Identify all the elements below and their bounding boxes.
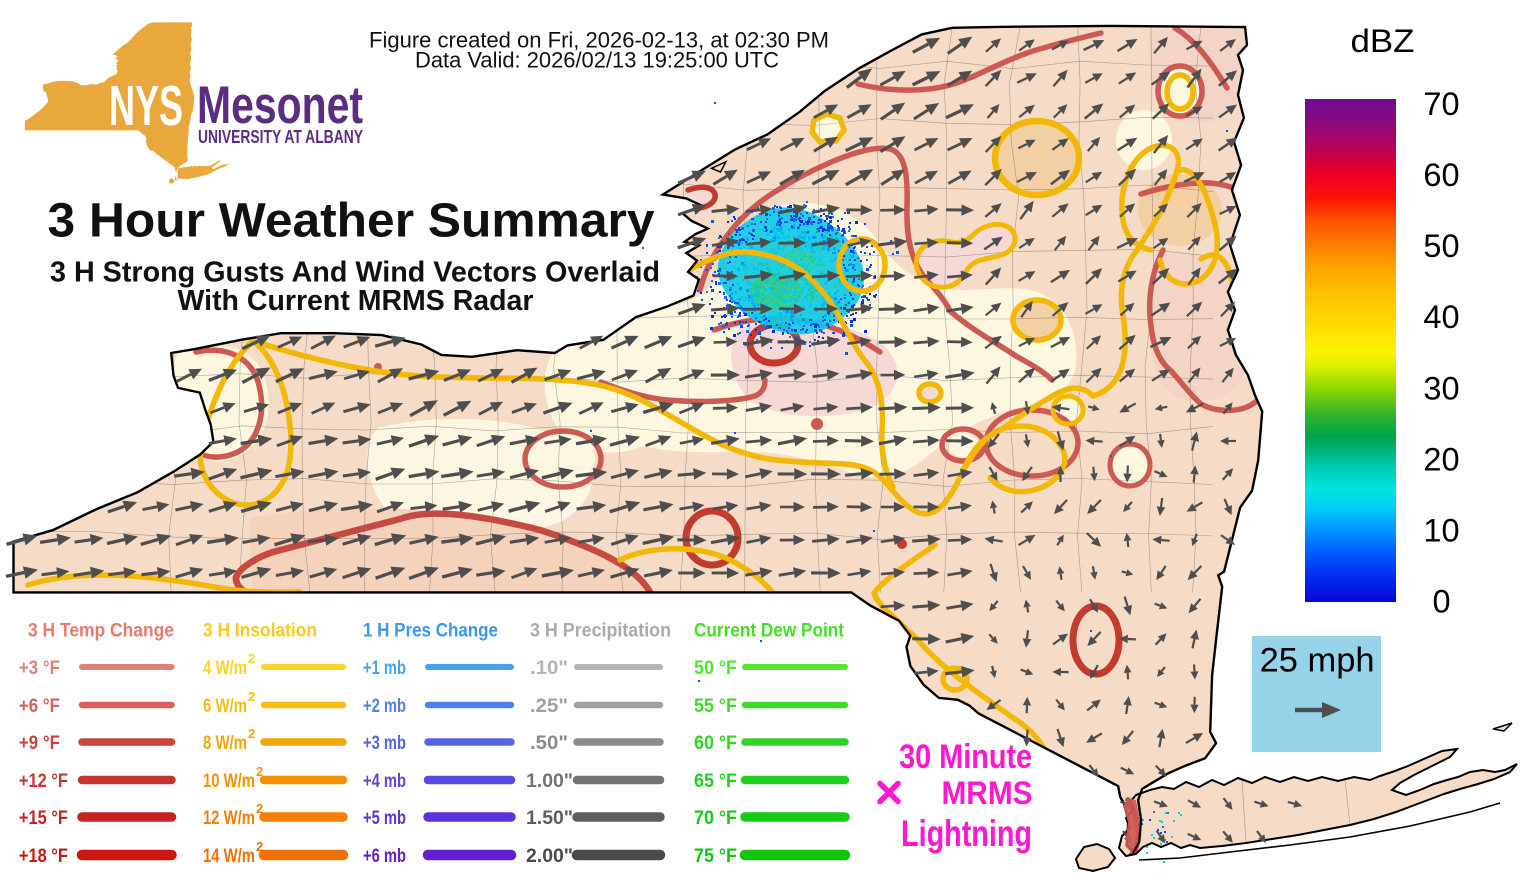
svg-text:10: 10 — [1423, 512, 1459, 548]
svg-text:60 °F: 60 °F — [694, 732, 737, 754]
svg-text:+3 °F: +3 °F — [19, 657, 60, 679]
svg-text:+6 °F: +6 °F — [19, 695, 60, 717]
svg-text:30 Minute: 30 Minute — [899, 738, 1032, 776]
svg-text:2.00": 2.00" — [526, 845, 573, 867]
svg-text:8 W/m: 8 W/m — [203, 732, 247, 754]
svg-text:25 mph: 25 mph — [1260, 642, 1375, 680]
svg-text:+5 mb: +5 mb — [363, 807, 406, 829]
svg-text:55 °F: 55 °F — [694, 695, 737, 717]
svg-text:.50": .50" — [530, 732, 568, 754]
svg-text:10 W/m: 10 W/m — [203, 770, 255, 792]
svg-text:2: 2 — [248, 726, 255, 741]
svg-text:+9 °F: +9 °F — [19, 732, 60, 754]
svg-text:+18 °F: +18 °F — [19, 845, 68, 867]
svg-text:2: 2 — [248, 651, 255, 666]
svg-text:3 H Precipitation: 3 H Precipitation — [530, 620, 671, 642]
svg-text:.10": .10" — [530, 657, 568, 679]
svg-text:40: 40 — [1423, 299, 1459, 335]
svg-text:Figure created on Fri, 2026-02: Figure created on Fri, 2026-02-13, at 02… — [369, 28, 829, 53]
svg-text:3 H Strong Gusts And Wind Vect: 3 H Strong Gusts And Wind Vectors Overla… — [50, 257, 660, 289]
svg-text:1 H Pres Change: 1 H Pres Change — [363, 620, 498, 642]
svg-text:+1 mb: +1 mb — [363, 657, 406, 679]
svg-text:Data Valid: 2026/02/13 19:25:0: Data Valid: 2026/02/13 19:25:00 UTC — [415, 48, 779, 73]
svg-text:20: 20 — [1423, 441, 1459, 477]
svg-text:Current Dew Point: Current Dew Point — [694, 620, 844, 642]
svg-text:0: 0 — [1432, 584, 1450, 620]
svg-text:70: 70 — [1423, 86, 1459, 122]
svg-text:12 W/m: 12 W/m — [203, 807, 255, 829]
svg-text:+15 °F: +15 °F — [19, 807, 68, 829]
svg-text:75 °F: 75 °F — [694, 845, 737, 867]
svg-text:+12 °F: +12 °F — [19, 770, 68, 792]
svg-text:2: 2 — [256, 764, 263, 779]
svg-text:3 Hour Weather Summary: 3 Hour Weather Summary — [48, 194, 655, 248]
svg-text:2: 2 — [248, 689, 255, 704]
svg-text:.25": .25" — [530, 695, 568, 717]
svg-text:4 W/m: 4 W/m — [203, 657, 247, 679]
svg-text:30: 30 — [1423, 370, 1459, 406]
svg-text:+2 mb: +2 mb — [363, 695, 406, 717]
svg-text:1.50": 1.50" — [526, 807, 573, 829]
svg-text:50: 50 — [1423, 228, 1459, 264]
svg-text:65 °F: 65 °F — [694, 770, 737, 792]
svg-text:+6 mb: +6 mb — [363, 845, 406, 867]
svg-text:+4 mb: +4 mb — [363, 770, 406, 792]
svg-text:14 W/m: 14 W/m — [203, 845, 255, 867]
svg-text:Lightning: Lightning — [901, 813, 1032, 854]
svg-text:6 W/m: 6 W/m — [203, 695, 247, 717]
svg-text:3 H Insolation: 3 H Insolation — [203, 620, 317, 642]
svg-text:UNIVERSITY AT ALBANY: UNIVERSITY AT ALBANY — [198, 126, 363, 147]
svg-text:NYS: NYS — [109, 74, 183, 138]
svg-text:2: 2 — [256, 801, 263, 816]
svg-text:dBZ: dBZ — [1351, 23, 1415, 59]
svg-text:70 °F: 70 °F — [694, 807, 737, 829]
svg-text:With Current MRMS Radar: With Current MRMS Radar — [178, 285, 534, 317]
svg-text:MRMS: MRMS — [942, 775, 1033, 811]
svg-text:3 H Temp Change: 3 H Temp Change — [28, 620, 174, 642]
svg-text:1.00": 1.00" — [526, 770, 573, 792]
svg-text:50 °F: 50 °F — [694, 657, 737, 679]
svg-text:Mesonet: Mesonet — [197, 76, 363, 135]
svg-text:+3 mb: +3 mb — [363, 732, 406, 754]
svg-text:2: 2 — [256, 839, 263, 854]
svg-text:60: 60 — [1423, 157, 1459, 193]
